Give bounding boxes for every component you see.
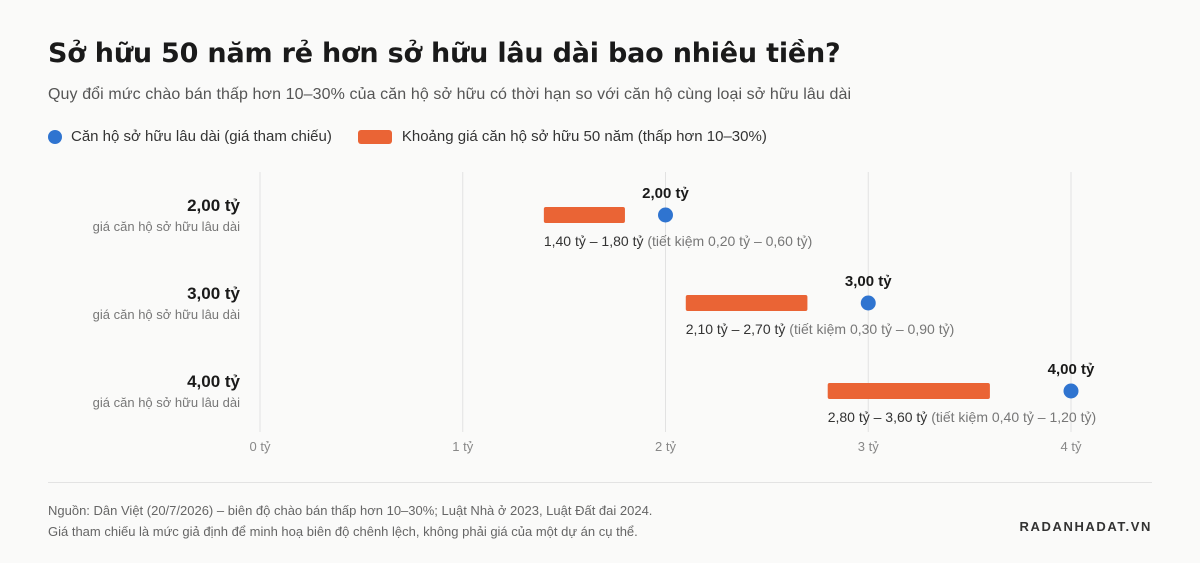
- source-line-1: Nguồn: Dân Việt (20/7/2026) – biên độ ch…: [48, 503, 653, 518]
- row-sublabel: giá căn hộ sở hữu lâu dài: [93, 307, 240, 322]
- range-bar: [543, 207, 625, 223]
- legend-dot-swatch: [48, 129, 62, 144]
- x-tick-label: 0 tỷ: [250, 439, 271, 454]
- dot-value-label: 3,00 tỷ: [845, 273, 892, 290]
- range-bar: [685, 295, 808, 311]
- row-sublabel: giá căn hộ sở hữu lâu dài: [93, 219, 240, 234]
- x-tick-label: 2 tỷ: [655, 439, 676, 454]
- dot-value-label: 4,00 tỷ: [1048, 361, 1095, 378]
- dot-value-label: 2,00 tỷ: [642, 185, 689, 202]
- range-label: 1,40 tỷ – 1,80 tỷ: [544, 233, 648, 249]
- reference-dot: [860, 295, 876, 311]
- x-tick-label: 3 tỷ: [858, 439, 879, 454]
- reference-dot: [658, 207, 673, 223]
- reference-dot: [1063, 383, 1079, 399]
- row-label: 2,00 tỷ: [187, 196, 240, 215]
- range-label: 2,80 tỷ – 3,60 tỷ: [828, 409, 932, 425]
- source-note: Nguồn: Dân Việt (20/7/2026) – biên độ ch…: [48, 500, 652, 542]
- row-sublabel: giá căn hộ sở hữu lâu dài: [93, 395, 240, 410]
- x-tick-label: 4 tỷ: [1061, 439, 1082, 454]
- saving-label: (tiết kiệm 0,30 tỷ – 0,90 tỷ): [789, 321, 954, 337]
- range-value-label: 2,80 tỷ – 3,60 tỷ (tiết kiệm 0,40 tỷ – 1…: [828, 409, 1096, 425]
- footer-divider: [48, 482, 1152, 483]
- brand-logo[interactable]: RADANHADAT.VN: [1019, 519, 1152, 534]
- saving-label: (tiết kiệm 0,20 tỷ – 0,60 tỷ): [647, 233, 812, 249]
- row-label: 3,00 tỷ: [187, 284, 240, 303]
- x-tick-label: 1 tỷ: [452, 439, 473, 454]
- legend-item-range: Khoảng giá căn hộ sở hữu 50 năm (thấp hơ…: [357, 128, 767, 145]
- legend-label-reference: Căn hộ sở hữu lâu dài (giá tham chiếu): [71, 128, 332, 145]
- range-dot-chart: 0 tỷ 1 tỷ 2 tỷ 3 tỷ 4 tỷ 2,00 tỷ giá căn hộ sở…: [93, 172, 1096, 454]
- legend-item-reference: Căn hộ sở hữu lâu dài (giá tham chiếu): [48, 128, 332, 145]
- range-value-label: 2,10 tỷ – 2,70 tỷ (tiết kiệm 0,30 tỷ – 0…: [686, 321, 954, 337]
- legend-bar-swatch: [357, 129, 392, 144]
- source-line-2: Giá tham chiếu là mức giả định để minh h…: [48, 524, 638, 539]
- range-value-label: 1,40 tỷ – 1,80 tỷ (tiết kiệm 0,20 tỷ – 0…: [544, 233, 812, 249]
- chart-title: Sở hữu 50 năm rẻ hơn sở hữu lâu dài bao …: [48, 38, 841, 69]
- chart-subtitle: Quy đổi mức chào bán thấp hơn 10–30% của…: [48, 86, 852, 103]
- range-label: 2,10 tỷ – 2,70 tỷ: [686, 321, 790, 337]
- range-bar: [827, 383, 990, 399]
- legend: Căn hộ sở hữu lâu dài (giá tham chiếu) K…: [48, 128, 793, 145]
- saving-label: (tiết kiệm 0,40 tỷ – 1,20 tỷ): [931, 409, 1096, 425]
- row-label: 4,00 tỷ: [187, 372, 240, 391]
- legend-label-range: Khoảng giá căn hộ sở hữu 50 năm (thấp hơ…: [401, 128, 767, 145]
